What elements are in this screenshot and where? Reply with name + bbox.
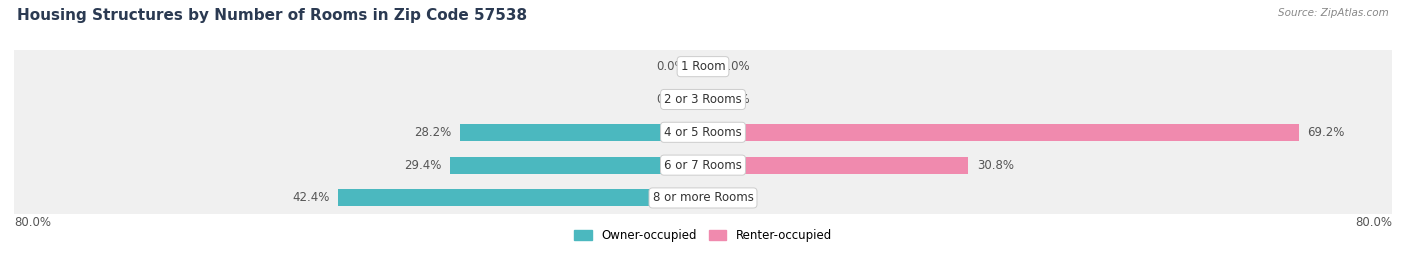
- Text: 1 Room: 1 Room: [681, 60, 725, 73]
- Bar: [337, 190, 703, 207]
- Text: 6 or 7 Rooms: 6 or 7 Rooms: [664, 158, 742, 172]
- Text: 0.0%: 0.0%: [657, 60, 686, 73]
- Legend: Owner-occupied, Renter-occupied: Owner-occupied, Renter-occupied: [569, 224, 837, 247]
- Text: 0.0%: 0.0%: [720, 60, 749, 73]
- Bar: [703, 124, 1299, 141]
- Text: 4 or 5 Rooms: 4 or 5 Rooms: [664, 126, 742, 139]
- Text: 69.2%: 69.2%: [1308, 126, 1346, 139]
- Bar: [14, 116, 1392, 149]
- Text: 42.4%: 42.4%: [292, 191, 329, 204]
- Text: 30.8%: 30.8%: [977, 158, 1014, 172]
- Text: 29.4%: 29.4%: [404, 158, 441, 172]
- Text: 80.0%: 80.0%: [14, 216, 51, 229]
- Bar: [460, 124, 703, 141]
- Bar: [14, 50, 1392, 83]
- Bar: [14, 149, 1392, 181]
- Text: 28.2%: 28.2%: [415, 126, 451, 139]
- Text: Source: ZipAtlas.com: Source: ZipAtlas.com: [1278, 8, 1389, 18]
- Text: 80.0%: 80.0%: [1355, 216, 1392, 229]
- Text: 0.0%: 0.0%: [720, 93, 749, 106]
- Bar: [14, 83, 1392, 116]
- Text: 2 or 3 Rooms: 2 or 3 Rooms: [664, 93, 742, 106]
- Text: 0.0%: 0.0%: [657, 93, 686, 106]
- Bar: [703, 157, 969, 174]
- Text: Housing Structures by Number of Rooms in Zip Code 57538: Housing Structures by Number of Rooms in…: [17, 8, 527, 23]
- Text: 0.0%: 0.0%: [720, 191, 749, 204]
- Bar: [450, 157, 703, 174]
- Bar: [14, 181, 1392, 214]
- Text: 8 or more Rooms: 8 or more Rooms: [652, 191, 754, 204]
